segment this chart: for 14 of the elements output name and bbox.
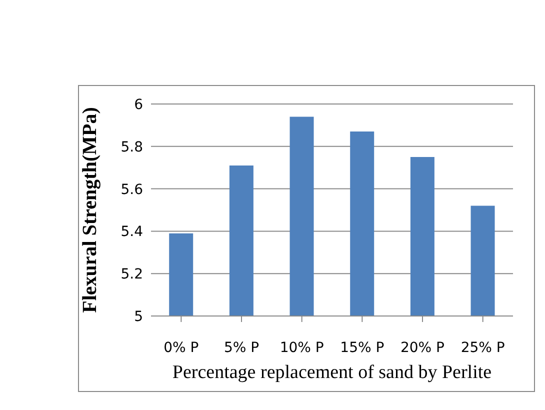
y-tick-label: 5.8	[120, 139, 143, 156]
y-tick-label: 5	[134, 308, 143, 325]
y-axis-title: Flexural Strength(MPa)	[79, 107, 102, 313]
y-tick-label: 5.6	[120, 182, 144, 198]
y-tick-label: 5.4	[120, 224, 144, 240]
x-tick-label: 25% P	[460, 340, 505, 356]
y-tick-label: 5.2	[120, 266, 143, 283]
x-tick-label: 15% P	[340, 340, 384, 356]
x-axis-title: Percentage replacement of sand by Perlite	[172, 362, 492, 383]
x-tick-label: 20% P	[400, 340, 445, 356]
x-tick-label: 10% P	[280, 340, 324, 356]
y-tick-label: 6	[134, 96, 144, 113]
x-tick-label: 0% P	[164, 340, 199, 356]
x-tick-label: 5% P	[224, 340, 260, 356]
